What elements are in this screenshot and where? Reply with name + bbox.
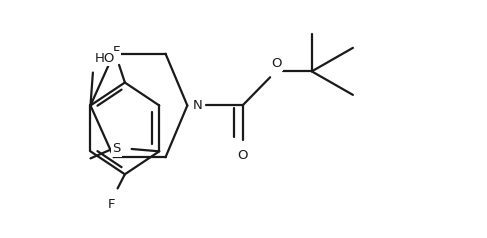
Text: F: F	[113, 45, 120, 59]
Text: S: S	[112, 143, 121, 155]
Text: HO: HO	[95, 52, 115, 65]
Text: O: O	[271, 57, 281, 70]
Text: N: N	[193, 99, 203, 112]
Text: F: F	[108, 198, 115, 211]
Text: O: O	[237, 149, 248, 162]
